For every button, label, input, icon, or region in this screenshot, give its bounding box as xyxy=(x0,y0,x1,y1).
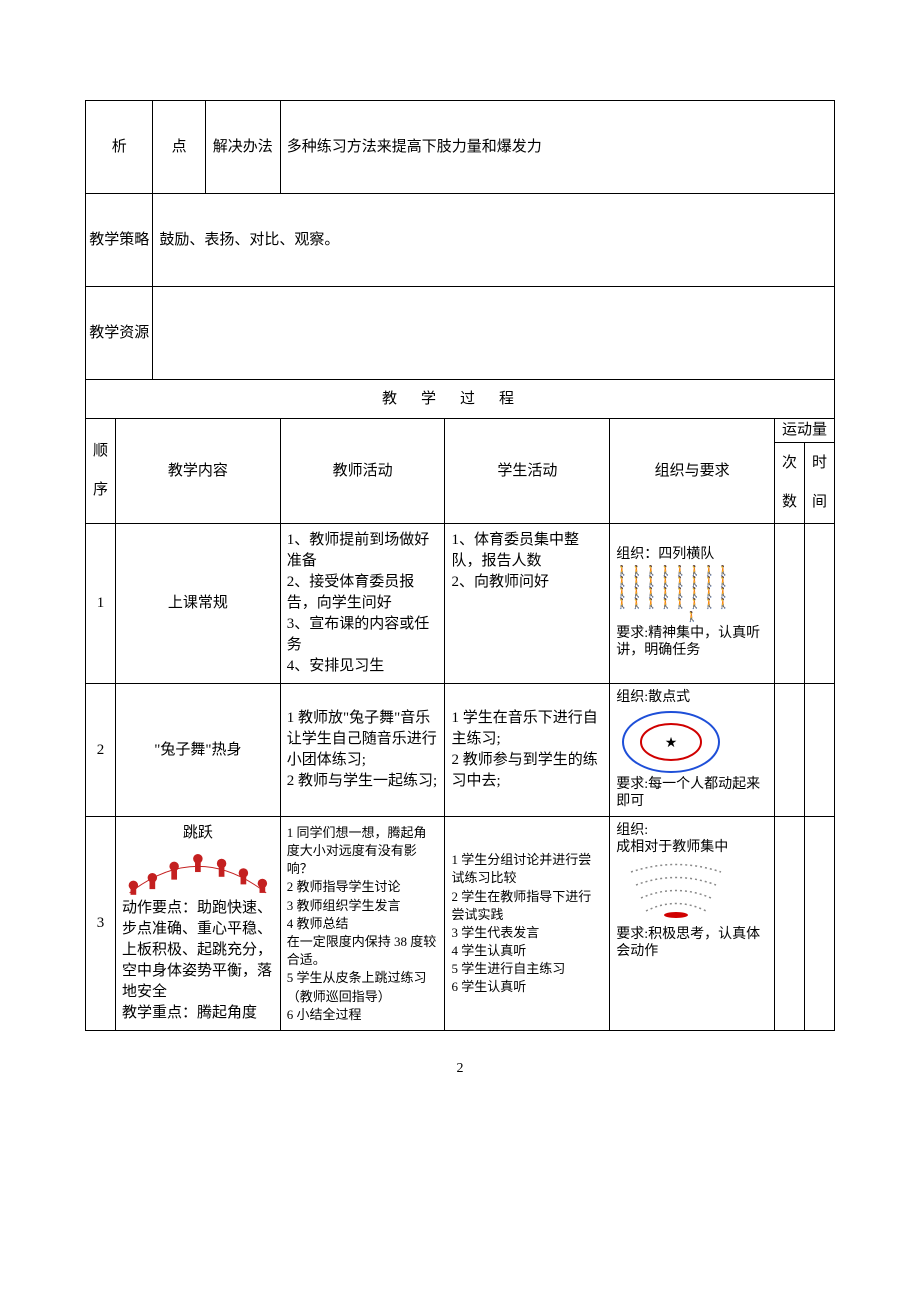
scatter-icon: ★ xyxy=(616,707,726,777)
seq-3: 3 xyxy=(86,817,116,1031)
table-row: 2 "兔子舞"热身 1 教师放"兔子舞"音乐让学生自己随音乐进行小团体练习; 2… xyxy=(86,684,835,817)
content-3-body: 动作要点：助跑快速、步点准确、重心平稳、上板积极、起跳充分，空中身体姿势平衡，落… xyxy=(122,898,274,1024)
student-1: 1、体育委员集中整队，报告人数 2、向教师问好 xyxy=(445,524,610,684)
jump-figure-icon xyxy=(122,848,274,898)
teacher-2: 1 教师放"兔子舞"音乐让学生自己随音乐进行小团体练习; 2 教师与学生一起练习… xyxy=(280,684,445,817)
hdr-seq: 顺序 xyxy=(86,419,116,524)
row-xi: 析 点 解决办法 多种练习方法来提高下肢力量和爆发力 xyxy=(86,101,835,194)
content-3: 跳跃 动作要点：助跑快速、步点准确、重心平稳、上板积极、起跳充分，空中身体姿势平… xyxy=(115,817,280,1031)
hdr-count: 次数 xyxy=(775,443,805,524)
arcs-icon xyxy=(616,857,736,927)
hdr-student: 学生活动 xyxy=(445,419,610,524)
formation-icon: 🚶🚶🚶🚶🚶🚶🚶🚶 🚶🚶🚶🚶🚶🚶🚶🚶 🚶🚶🚶🚶🚶🚶🚶🚶 🚶🚶🚶🚶🚶🚶🚶🚶 xyxy=(616,566,768,610)
hdr-teacher: 教师活动 xyxy=(280,419,445,524)
hdr-time: 时间 xyxy=(805,443,835,524)
label-xi: 析 xyxy=(86,101,153,194)
org-3-req: 要求:积极思考，认真体会动作 xyxy=(616,927,760,959)
org-1-req: 要求:精神集中，认真听讲，明确任务 xyxy=(616,626,760,658)
seq-1: 1 xyxy=(86,524,116,684)
text-solution: 多种练习方法来提高下肢力量和爆发力 xyxy=(280,101,834,194)
content-1: 上课常规 xyxy=(115,524,280,684)
label-solution: 解决办法 xyxy=(205,101,280,194)
table-row: 3 跳跃 动作要点：助跑快速、步点准确、重心平稳、上板积极、起跳充分，空中身体姿… xyxy=(86,817,835,1031)
time-3 xyxy=(805,817,835,1031)
content-2: "兔子舞"热身 xyxy=(115,684,280,817)
org-2-req: 要求:每一个人都动起来即可 xyxy=(616,777,760,809)
time-1 xyxy=(805,524,835,684)
page-number: 2 xyxy=(85,1061,835,1077)
lesson-plan-table: 析 点 解决办法 多种练习方法来提高下肢力量和爆发力 教学策略 鼓励、表扬、对比… xyxy=(85,100,835,1031)
seq-2: 2 xyxy=(86,684,116,817)
org-3: 组织: 成相对于教师集中 要求:积极思考，认真体会动作 xyxy=(610,817,775,1031)
label-strategy: 教学策略 xyxy=(86,194,153,287)
student-3: 1 学生分组讨论并进行尝试练习比较 2 学生在教师指导下进行尝试实践 3 学生代… xyxy=(445,817,610,1031)
org-2-title: 组织:散点式 xyxy=(616,690,690,705)
org-3-title: 组织: 成相对于教师集中 xyxy=(616,823,728,855)
count-1 xyxy=(775,524,805,684)
label-dian: 点 xyxy=(153,101,205,194)
text-strategy: 鼓励、表扬、对比、观察。 xyxy=(153,194,835,287)
svg-text:★: ★ xyxy=(665,736,678,751)
org-2: 组织:散点式 ★ 要求:每一个人都动起来即可 xyxy=(610,684,775,817)
label-resource: 教学资源 xyxy=(86,287,153,380)
table-row: 1 上课常规 1、教师提前到场做好准备 2、接受体育委员报告，向学生问好 3、宣… xyxy=(86,524,835,684)
hdr-org: 组织与要求 xyxy=(610,419,775,524)
row-section-title: 教学过程 xyxy=(86,380,835,419)
time-2 xyxy=(805,684,835,817)
hdr-load: 运动量 xyxy=(775,419,835,443)
org-1-title: 组织：四列横队 xyxy=(616,547,714,562)
hdr-content: 教学内容 xyxy=(115,419,280,524)
row-strategy: 教学策略 鼓励、表扬、对比、观察。 xyxy=(86,194,835,287)
text-resource xyxy=(153,287,835,380)
content-3-title: 跳跃 xyxy=(122,823,274,844)
teacher-marker-icon: 🚶 xyxy=(616,612,768,624)
org-1: 组织：四列横队 🚶🚶🚶🚶🚶🚶🚶🚶 🚶🚶🚶🚶🚶🚶🚶🚶 🚶🚶🚶🚶🚶🚶🚶🚶 🚶🚶🚶🚶🚶… xyxy=(610,524,775,684)
count-3 xyxy=(775,817,805,1031)
row-resource: 教学资源 xyxy=(86,287,835,380)
page: 析 点 解决办法 多种练习方法来提高下肢力量和爆发力 教学策略 鼓励、表扬、对比… xyxy=(85,100,835,1077)
teacher-1: 1、教师提前到场做好准备 2、接受体育委员报告，向学生问好 3、宣布课的内容或任… xyxy=(280,524,445,684)
teacher-3: 1 同学们想一想，腾起角度大小对远度有没有影响？ 2 教师指导学生讨论 3 教师… xyxy=(280,817,445,1031)
count-2 xyxy=(775,684,805,817)
header-row-1: 顺序 教学内容 教师活动 学生活动 组织与要求 运动量 xyxy=(86,419,835,443)
section-title: 教学过程 xyxy=(86,380,835,419)
student-2: 1 学生在音乐下进行自主练习; 2 教师参与到学生的练习中去; xyxy=(445,684,610,817)
